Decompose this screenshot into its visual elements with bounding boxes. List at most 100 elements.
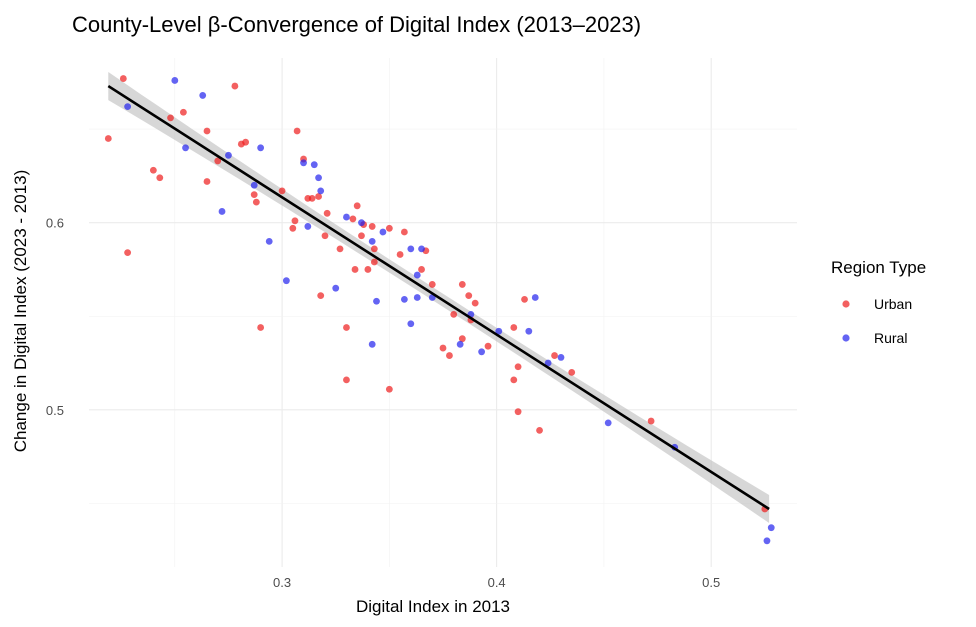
data-point-urban xyxy=(370,258,378,266)
x-tick-label: 0.5 xyxy=(702,575,720,590)
data-point-urban xyxy=(250,191,258,199)
data-point-rural xyxy=(767,524,775,532)
data-point-urban xyxy=(471,299,479,307)
y-tick-label: 0.5 xyxy=(46,403,64,418)
data-point-urban xyxy=(214,157,222,165)
data-point-urban xyxy=(521,296,528,303)
data-point-rural xyxy=(343,213,350,221)
data-point-urban xyxy=(647,417,655,425)
data-point-urban xyxy=(364,266,372,273)
data-point-rural xyxy=(478,348,486,356)
data-point-urban xyxy=(439,344,447,352)
x-tick-label: 0.4 xyxy=(488,575,506,590)
data-point-urban xyxy=(321,232,329,240)
data-point-urban xyxy=(104,135,112,142)
data-point-rural xyxy=(250,181,258,189)
data-point-urban xyxy=(167,114,174,122)
legend-urban-swatch xyxy=(842,300,850,308)
data-point-urban xyxy=(203,127,211,135)
legend-label-urban: Urban xyxy=(874,296,912,312)
x-axis-ticks: 0.3 0.4 0.5 xyxy=(273,575,720,590)
data-point-rural xyxy=(124,103,132,111)
data-point-urban xyxy=(323,209,331,217)
data-point-rural xyxy=(525,327,533,335)
data-point-rural xyxy=(400,296,408,303)
data-point-urban xyxy=(156,174,164,182)
data-point-rural xyxy=(407,320,415,328)
data-point-rural xyxy=(379,228,387,236)
data-point-rural xyxy=(373,297,380,305)
x-axis-title: Digital Index in 2013 xyxy=(356,597,510,616)
data-point-urban xyxy=(450,310,458,318)
data-point-rural xyxy=(218,208,226,215)
data-point-urban xyxy=(510,324,518,331)
data-point-rural xyxy=(413,271,421,279)
data-point-rural xyxy=(413,294,421,301)
legend-rural-swatch xyxy=(842,334,850,342)
data-point-urban xyxy=(358,232,365,240)
legend-label-rural: Rural xyxy=(874,330,907,346)
data-point-urban xyxy=(465,292,473,300)
data-point-urban xyxy=(308,194,316,202)
data-point-urban xyxy=(514,408,522,416)
data-point-urban xyxy=(336,245,344,253)
data-point-urban xyxy=(385,224,393,232)
y-axis-title: Change in Digital Index (2023 - 2013) xyxy=(11,170,30,453)
data-point-rural xyxy=(257,144,265,152)
data-point-urban xyxy=(418,266,425,273)
data-point-rural xyxy=(317,187,325,195)
data-point-urban xyxy=(458,281,466,288)
legend: Region Type Urban Rural xyxy=(831,258,926,346)
data-point-urban xyxy=(252,198,260,206)
data-point-urban xyxy=(353,202,361,210)
data-point-rural xyxy=(282,277,290,285)
data-point-urban xyxy=(343,324,350,331)
data-point-rural xyxy=(332,284,340,292)
data-point-rural xyxy=(315,174,322,182)
data-point-urban xyxy=(317,292,325,300)
data-point-urban xyxy=(291,217,299,225)
data-point-urban xyxy=(149,166,157,174)
data-point-rural xyxy=(368,340,376,348)
data-point-rural xyxy=(310,161,318,169)
legend-title: Region Type xyxy=(831,258,926,277)
data-point-urban xyxy=(385,385,393,393)
data-point-rural xyxy=(182,144,189,152)
data-point-rural xyxy=(265,237,273,245)
data-point-rural xyxy=(456,340,464,348)
x-tick-label: 0.3 xyxy=(273,575,291,590)
data-point-urban xyxy=(484,342,492,350)
data-point-rural xyxy=(304,223,312,230)
data-point-urban xyxy=(293,127,301,135)
data-point-urban xyxy=(203,178,211,185)
data-point-urban xyxy=(242,138,250,146)
data-point-urban xyxy=(551,352,558,359)
data-point-urban xyxy=(257,324,265,331)
data-point-rural xyxy=(225,151,232,159)
data-point-urban xyxy=(124,249,132,257)
data-point-urban xyxy=(368,223,376,230)
data-point-rural xyxy=(358,219,365,227)
data-point-rural xyxy=(171,77,179,84)
data-point-urban xyxy=(428,281,436,288)
y-tick-label: 0.6 xyxy=(46,216,64,231)
data-point-urban xyxy=(315,193,322,200)
data-point-urban xyxy=(396,251,404,258)
data-point-urban xyxy=(536,426,543,434)
data-point-rural xyxy=(199,92,207,99)
data-point-rural xyxy=(495,327,503,335)
data-point-rural xyxy=(557,354,565,361)
data-point-urban xyxy=(514,363,522,371)
y-axis-ticks: 0.5 0.6 xyxy=(46,216,64,418)
data-point-urban xyxy=(119,75,127,82)
data-point-urban xyxy=(343,376,350,384)
data-point-rural xyxy=(763,537,771,545)
data-point-urban xyxy=(370,245,378,253)
regression-line xyxy=(107,84,770,511)
data-point-urban xyxy=(446,352,453,359)
data-point-urban xyxy=(349,215,357,223)
data-point-rural xyxy=(604,419,612,427)
data-point-rural xyxy=(407,245,415,253)
data-point-urban xyxy=(568,368,576,376)
